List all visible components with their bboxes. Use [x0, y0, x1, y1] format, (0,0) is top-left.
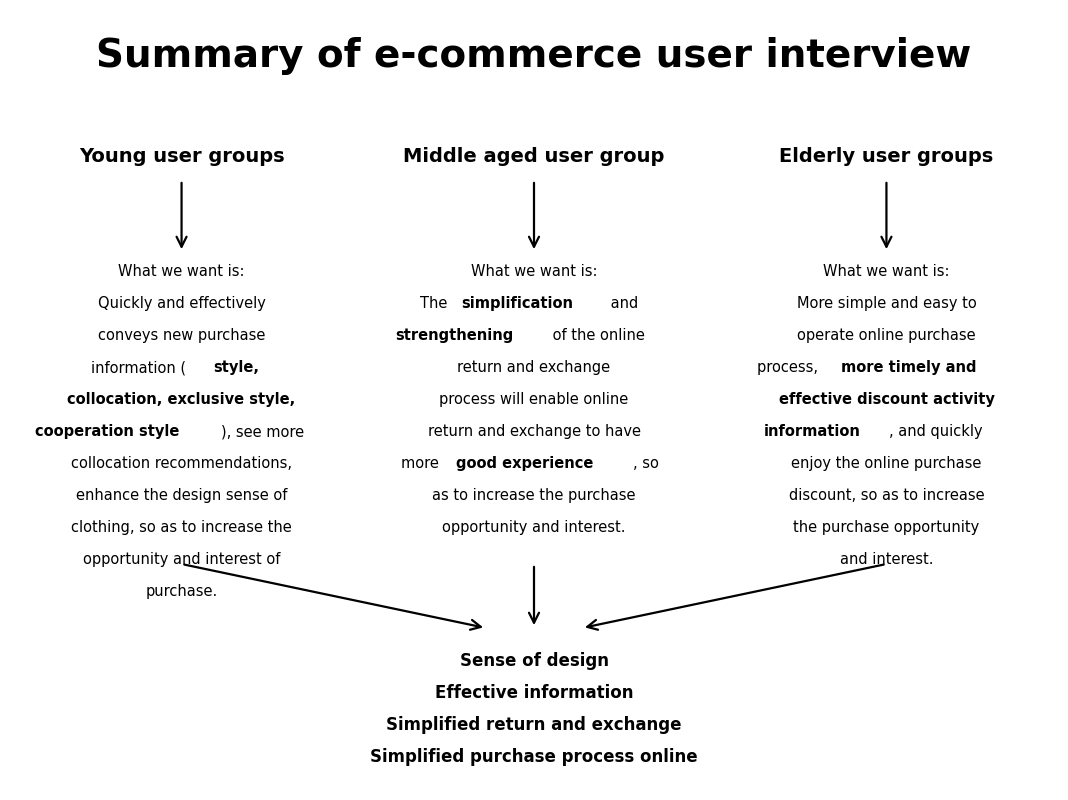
- Text: What we want is:: What we want is:: [823, 264, 949, 279]
- Text: Quickly and effectively: Quickly and effectively: [97, 296, 266, 311]
- Text: more timely and: more timely and: [842, 360, 977, 375]
- Text: collocation recommendations,: collocation recommendations,: [72, 456, 292, 471]
- Text: Young user groups: Young user groups: [79, 146, 284, 166]
- Text: opportunity and interest.: opportunity and interest.: [442, 520, 626, 535]
- Text: Simplified return and exchange: Simplified return and exchange: [387, 716, 681, 734]
- Text: simplification: simplification: [461, 296, 574, 311]
- Text: More simple and easy to: More simple and easy to: [797, 296, 976, 311]
- Text: operate online purchase: operate online purchase: [797, 328, 976, 343]
- Text: discount, so as to increase: discount, so as to increase: [788, 488, 985, 503]
- Text: purchase.: purchase.: [145, 584, 218, 599]
- Text: process,: process,: [757, 360, 822, 375]
- Text: the purchase opportunity: the purchase opportunity: [794, 520, 979, 535]
- Text: return and exchange: return and exchange: [457, 360, 611, 375]
- Text: conveys new purchase: conveys new purchase: [98, 328, 265, 343]
- Text: Summary of e-commerce user interview: Summary of e-commerce user interview: [96, 37, 972, 75]
- Text: clothing, so as to increase the: clothing, so as to increase the: [72, 520, 292, 535]
- Text: return and exchange to have: return and exchange to have: [427, 424, 641, 439]
- Text: enjoy the online purchase: enjoy the online purchase: [791, 456, 981, 471]
- Text: style,: style,: [214, 360, 260, 375]
- Text: cooperation style: cooperation style: [35, 424, 179, 439]
- Text: Elderly user groups: Elderly user groups: [780, 146, 993, 166]
- Text: opportunity and interest of: opportunity and interest of: [83, 552, 280, 567]
- Text: Effective information: Effective information: [435, 684, 633, 702]
- Text: , so: , so: [633, 456, 659, 471]
- Text: collocation, exclusive style,: collocation, exclusive style,: [67, 392, 296, 407]
- Text: effective discount activity: effective discount activity: [779, 392, 994, 407]
- Text: What we want is:: What we want is:: [119, 264, 245, 279]
- Text: ), see more: ), see more: [221, 424, 304, 439]
- Text: strengthening: strengthening: [395, 328, 514, 343]
- Text: and interest.: and interest.: [839, 552, 933, 567]
- Text: as to increase the purchase: as to increase the purchase: [433, 488, 635, 503]
- Text: process will enable online: process will enable online: [439, 392, 629, 407]
- Text: Middle aged user group: Middle aged user group: [404, 146, 664, 166]
- Text: , and quickly: , and quickly: [889, 424, 983, 439]
- Text: of the online: of the online: [548, 328, 645, 343]
- Text: and: and: [607, 296, 639, 311]
- Text: Sense of design: Sense of design: [459, 652, 609, 670]
- Text: information (: information (: [91, 360, 186, 375]
- Text: more: more: [402, 456, 444, 471]
- Text: information: information: [764, 424, 861, 439]
- Text: The: The: [421, 296, 452, 311]
- Text: good experience: good experience: [456, 456, 594, 471]
- Text: Simplified purchase process online: Simplified purchase process online: [371, 748, 697, 766]
- Text: What we want is:: What we want is:: [471, 264, 597, 279]
- Text: enhance the design sense of: enhance the design sense of: [76, 488, 287, 503]
